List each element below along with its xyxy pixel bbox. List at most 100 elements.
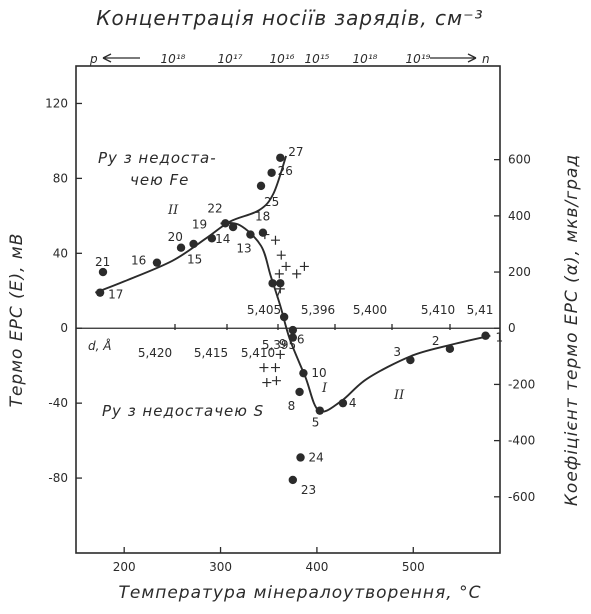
point-label-0-5: 19 (192, 217, 207, 231)
data-point-0-11 (267, 168, 276, 177)
data-point-1-9 (296, 453, 305, 462)
point-label-1-10: 23 (301, 483, 316, 497)
point-label-0-0: 17 (108, 288, 123, 302)
y-axis-label-right: Коефіцієнт термо ЕРС (α), мкв/град (562, 154, 582, 506)
annotation-branch-lower-ii: II (393, 388, 405, 403)
x-tick-label-2: 400 (305, 560, 328, 574)
cross-mark-6 (292, 269, 302, 279)
lattice-tick-right-2: 5,400 (353, 303, 387, 317)
point-label-0-6: 22 (207, 201, 222, 215)
cross-mark-8 (259, 363, 269, 373)
data-point-0-10 (256, 181, 266, 191)
point-label-0-9: 18 (255, 210, 270, 224)
data-point-1-3 (338, 398, 348, 408)
y-right-tick-label-3: 0 (508, 321, 516, 335)
point-label-1-9: 24 (309, 450, 324, 464)
cross-mark-1 (270, 235, 280, 245)
data-point-0-5 (207, 234, 217, 243)
data-point-0-8 (246, 230, 255, 239)
top-tick-left-3: 10¹⁶ (270, 52, 295, 66)
top-axis-n-label: n (482, 52, 490, 66)
data-point-1-10 (288, 475, 298, 485)
data-point-0-4 (189, 239, 198, 249)
curve-1 (220, 222, 491, 413)
ticks-layer: 200 300 400 50012080400-40-806004002000-200… (45, 96, 535, 574)
y-right-tick-label-1: 400 (508, 209, 531, 223)
top-tick-right-3: 10¹⁹ (406, 52, 431, 66)
y-right-tick-label-4: -200 (508, 377, 535, 391)
data-point-0-6 (221, 219, 230, 228)
lattice-axis-label: d, Å (88, 338, 111, 353)
point-label-1-1: 2 (432, 334, 440, 348)
annotation-branch-upper-ii: II (167, 203, 179, 218)
point-label-0-1: 21 (95, 255, 110, 269)
data-point-1-4 (315, 406, 324, 415)
curves-layer (94, 155, 491, 413)
data-point-0-15 (279, 312, 289, 322)
y-left-tick-label-3: 0 (60, 321, 68, 335)
cross-mark-11 (262, 378, 272, 388)
point-label-1-8: 9 (279, 337, 287, 351)
top-axis-arrow-right-head (467, 53, 477, 63)
data-point-0-3 (176, 243, 186, 252)
point-label-0-3: 15 (187, 253, 202, 267)
top-concentration-axis: p n 10¹⁸ 10¹⁷ 10¹⁶ 10¹⁵ 10¹⁸ 10¹⁹ (89, 52, 490, 66)
data-point-1-2 (406, 355, 415, 365)
lattice-tick-left-1: 5,420 (138, 346, 172, 360)
data-point-0-2 (152, 258, 162, 267)
point-label-0-11: 26 (278, 164, 293, 178)
annotation-branch-i: I (321, 381, 328, 396)
y-right-tick-label-6: -600 (508, 490, 535, 504)
x-tick-label-1: 300 (209, 560, 232, 574)
cross-mark-3 (274, 269, 284, 279)
top-tick-left-2: 10¹⁷ (218, 52, 243, 66)
data-point-0-14 (276, 279, 285, 288)
cross-mark-12 (271, 376, 281, 386)
data-point-1-8 (288, 325, 298, 335)
point-label-1-0: 1 (496, 331, 504, 345)
cross-mark-7 (299, 261, 309, 271)
x-tick-label-3: 500 (402, 560, 425, 574)
lattice-tick-left-2: 5,415 (194, 346, 228, 360)
lattice-parameter-axis: d, Å 5,420 5,415 5,410 5,405 5,395 5,396… (88, 303, 493, 360)
lattice-tick-right-1: 5,396 (301, 303, 335, 317)
top-axis-arrow-left-head (102, 53, 112, 63)
lattice-tick-left-4: 5,405 (247, 303, 281, 317)
cross-mark-10 (270, 363, 280, 373)
chart-title: Концентрація носіїв зарядів, см⁻³ (96, 6, 483, 30)
x-axis-label: Температура мінералоутворення, °С (119, 583, 482, 603)
data-point-0-1 (98, 267, 108, 277)
data-point-1-1 (445, 344, 455, 354)
top-tick-right-1: 10¹⁵ (305, 52, 330, 66)
y-left-tick-label-4: -40 (48, 396, 68, 410)
y-left-tick-label-1: 80 (53, 171, 68, 185)
point-label-1-4: 5 (312, 416, 320, 430)
point-label-0-2: 16 (131, 254, 146, 268)
point-label-0-12: 27 (288, 145, 303, 159)
point-label-1-7: 6 (297, 333, 305, 347)
y-right-tick-label-5: -400 (508, 434, 535, 448)
y-right-tick-label-0: 600 (508, 153, 531, 167)
curve-0 (94, 155, 287, 294)
cross-mark-2 (276, 250, 286, 260)
top-axis-p-label: p (89, 52, 98, 66)
point-label-1-5: 10 (311, 366, 326, 380)
point-label-0-7: 14 (215, 232, 230, 246)
lattice-tick-left-3: 5,410 (241, 346, 275, 360)
point-label-1-2: 3 (393, 345, 401, 359)
point-label-1-6: 8 (288, 399, 296, 413)
y-left-tick-label-0: 120 (45, 96, 68, 110)
point-label-0-8: 13 (236, 242, 251, 256)
lattice-tick-right-4: 5,41 (467, 303, 494, 317)
crosses-layer (259, 230, 309, 388)
data-point-0-9 (258, 228, 268, 237)
data-point-1-5 (299, 368, 308, 378)
lattice-tick-right-3: 5,410 (421, 303, 455, 317)
data-point-0-13 (268, 279, 277, 288)
x-tick-label-0: 200 (113, 560, 136, 574)
top-tick-right-2: 10¹⁸ (353, 52, 378, 66)
data-point-0-12 (276, 153, 285, 162)
data-point-1-7 (288, 333, 298, 342)
